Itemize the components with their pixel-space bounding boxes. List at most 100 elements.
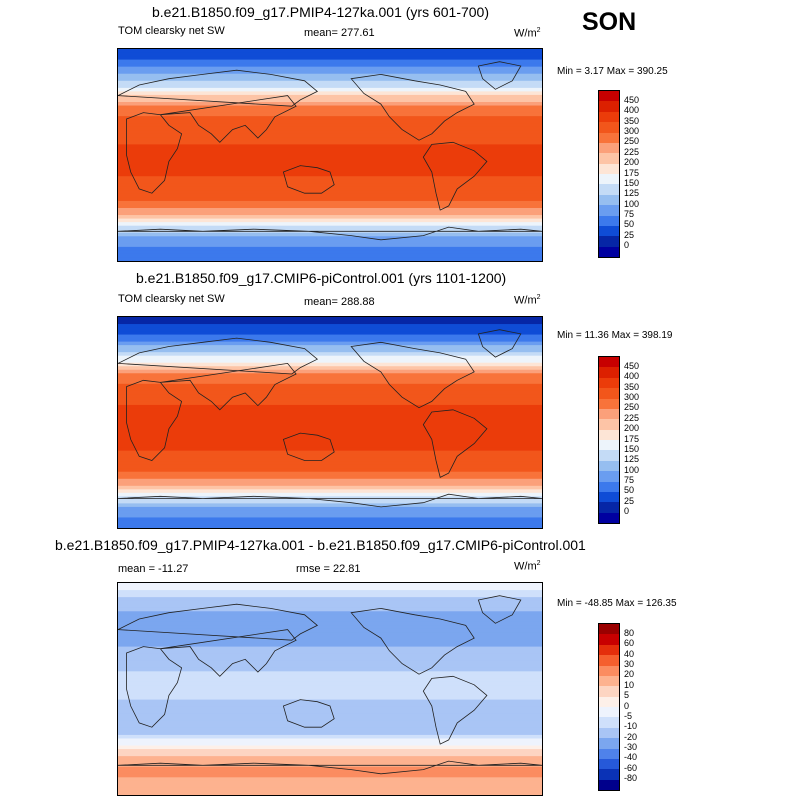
zonal-band bbox=[118, 404, 542, 410]
zonal-band bbox=[118, 468, 542, 473]
colorbar-segment bbox=[599, 748, 619, 759]
zonal-band bbox=[118, 590, 542, 595]
zonal-band bbox=[118, 513, 542, 519]
zonal-band bbox=[118, 144, 542, 149]
zonal-band bbox=[118, 411, 542, 417]
zonal-band bbox=[118, 327, 542, 332]
zonal-band bbox=[118, 766, 542, 771]
zonal-band bbox=[118, 699, 542, 704]
zonal-band bbox=[118, 208, 542, 213]
colorbar-tick-label: 25 bbox=[624, 495, 635, 506]
coastline bbox=[477, 329, 522, 358]
zonal-band bbox=[118, 650, 542, 655]
zonal-band bbox=[118, 706, 542, 711]
zonal-band bbox=[118, 734, 542, 740]
colorbar-tick-label: 20 bbox=[624, 669, 635, 680]
zonal-band bbox=[118, 689, 542, 694]
panel-2-title: b.e21.B1850.f09_g17.CMIP6-piControl.001 … bbox=[136, 270, 507, 286]
zonal-band bbox=[118, 253, 542, 259]
colorbar-tick-label: 40 bbox=[624, 648, 635, 659]
zonal-band bbox=[118, 239, 542, 244]
colorbar-tick-label: 400 bbox=[624, 105, 640, 116]
zonal-band bbox=[118, 376, 542, 381]
zonal-band bbox=[118, 204, 542, 209]
zonal-band bbox=[118, 91, 542, 96]
colorbar-tick-label: 80 bbox=[624, 627, 635, 638]
zonal-band bbox=[118, 324, 542, 329]
zonal-band bbox=[118, 429, 542, 434]
coastline bbox=[118, 760, 542, 775]
coastline bbox=[282, 699, 335, 728]
colorbar-tick-label: 50 bbox=[624, 485, 635, 496]
zonal-band bbox=[118, 433, 542, 438]
zonal-band bbox=[118, 625, 542, 630]
zonal-band bbox=[118, 109, 542, 114]
season-label: SON bbox=[582, 8, 637, 36]
zonal-band bbox=[118, 401, 542, 406]
zonal-band bbox=[118, 678, 542, 683]
colorbar-tick-label: 75 bbox=[624, 475, 635, 485]
coastline bbox=[118, 337, 319, 375]
zonal-band bbox=[118, 408, 542, 413]
zonal-band bbox=[118, 657, 542, 662]
coastline bbox=[422, 409, 488, 478]
colorbar-segment bbox=[599, 236, 619, 247]
zonal-band bbox=[118, 345, 542, 350]
colorbar-segment bbox=[599, 686, 619, 697]
colorbar-segment bbox=[599, 738, 619, 749]
colorbar-segment bbox=[599, 357, 619, 368]
colorbar-segment bbox=[599, 142, 619, 154]
panel-1-minmax: Min = 3.17 Max = 390.25 bbox=[557, 66, 668, 77]
zonal-band bbox=[118, 73, 542, 78]
zonal-band bbox=[118, 422, 542, 427]
colorbar-tick-label: 200 bbox=[624, 423, 640, 434]
zonal-band bbox=[118, 387, 542, 392]
zonal-band bbox=[118, 464, 542, 469]
coastline bbox=[350, 341, 475, 409]
zonal-band bbox=[118, 692, 542, 697]
colorbar-tick-label: 150 bbox=[624, 177, 640, 188]
zonal-band bbox=[118, 604, 542, 609]
colorbar-segment bbox=[599, 419, 619, 430]
zonal-band bbox=[118, 475, 542, 480]
colorbar-segment bbox=[599, 634, 619, 645]
zonal-band bbox=[118, 443, 542, 448]
colorbar-segment bbox=[599, 122, 619, 133]
zonal-band bbox=[118, 246, 542, 251]
zonal-band bbox=[118, 667, 542, 672]
colorbar-tick-label: 30 bbox=[624, 659, 635, 669]
colorbar-segment bbox=[599, 388, 619, 399]
colorbar-tick-label: 350 bbox=[624, 115, 640, 126]
colorbar-tick-label: -80 bbox=[624, 773, 638, 784]
zonal-band bbox=[118, 211, 542, 216]
colorbar-tick-label: -40 bbox=[624, 752, 638, 763]
colorbar-tick-label: 0 bbox=[624, 240, 630, 251]
panel-3-rmse: rmse = 22.81 bbox=[296, 563, 361, 575]
coastline bbox=[282, 432, 335, 461]
zonal-band bbox=[118, 418, 542, 424]
zonal-band bbox=[118, 426, 542, 431]
colorbar-segment bbox=[599, 624, 619, 635]
panel-3-minmax: Min = -48.85 Max = 126.35 bbox=[557, 598, 677, 609]
panel-1-colorbar bbox=[598, 90, 620, 258]
zonal-band bbox=[118, 183, 542, 188]
zonal-band bbox=[118, 359, 542, 364]
colorbar-segment bbox=[599, 644, 619, 656]
colorbar-segment bbox=[599, 502, 619, 513]
colorbar-tick-label: 450 bbox=[624, 360, 640, 371]
zonal-band bbox=[118, 390, 542, 395]
zonal-band bbox=[118, 506, 542, 512]
zonal-band bbox=[118, 112, 542, 117]
colorbar-segment bbox=[599, 727, 619, 739]
colorbar-tick-label: 150 bbox=[624, 443, 640, 454]
zonal-band bbox=[118, 151, 542, 156]
zonal-band bbox=[118, 193, 542, 198]
coastline bbox=[118, 226, 542, 241]
zonal-band bbox=[118, 454, 542, 459]
colorbar-tick-label: 0 bbox=[624, 506, 630, 517]
zonal-band bbox=[118, 773, 542, 778]
zonal-band bbox=[118, 222, 542, 227]
colorbar-tick-label: 60 bbox=[624, 638, 635, 649]
zonal-band bbox=[118, 165, 542, 170]
zonal-band bbox=[118, 130, 542, 135]
